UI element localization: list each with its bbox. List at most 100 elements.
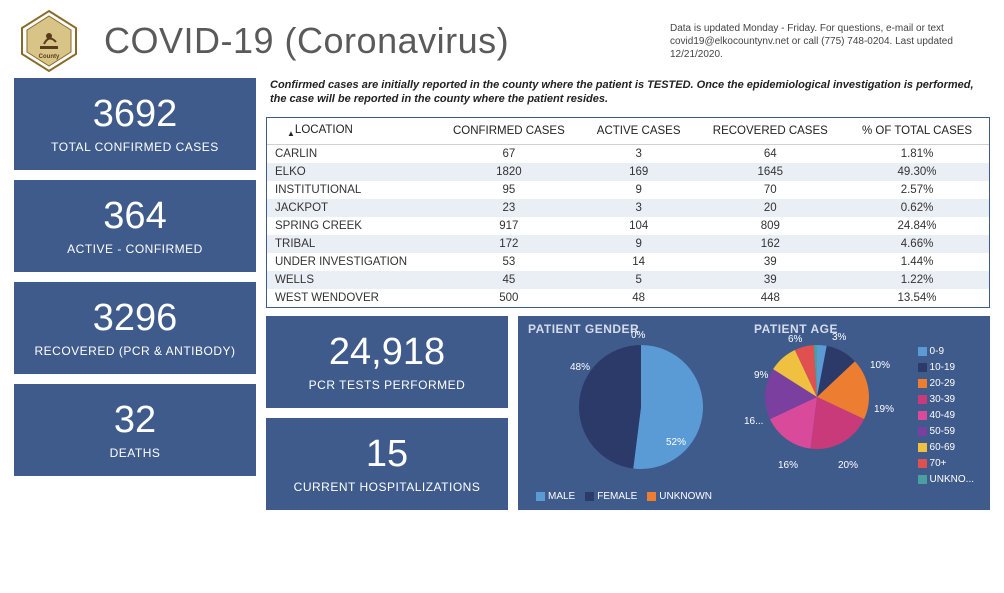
age-legend: 0-910-1920-2930-3940-4950-5960-6970+UNKN… — [918, 344, 974, 488]
legend-item: 60-69 — [918, 440, 974, 456]
stat-label: PCR TESTS PERFORMED — [274, 378, 500, 392]
card-hospitalizations: 15 CURRENT HOSPITALIZATIONS — [266, 418, 508, 510]
table-cell: JACKPOT — [267, 199, 436, 217]
table-cell: 448 — [696, 289, 846, 307]
table-cell: 9 — [582, 181, 696, 199]
mid-cards: 24,918 PCR TESTS PERFORMED 15 CURRENT HO… — [266, 316, 508, 510]
disclaimer: Confirmed cases are initially reported i… — [266, 78, 990, 109]
left-column: 3692 TOTAL CONFIRMED CASES 364 ACTIVE - … — [14, 78, 256, 510]
right-column: Confirmed cases are initially reported i… — [266, 78, 990, 510]
pie-slice — [633, 345, 703, 469]
legend-item: UNKNO... — [918, 472, 974, 488]
table-header[interactable]: CONFIRMED CASES — [436, 118, 582, 145]
table-cell: 39 — [696, 253, 846, 271]
table-cell: 1645 — [696, 163, 846, 181]
pie-pct-label: 16... — [744, 416, 763, 427]
table-header[interactable]: RECOVERED CASES — [696, 118, 846, 145]
card-active: 364 ACTIVE - CONFIRMED — [14, 180, 256, 272]
table-cell: TRIBAL — [267, 235, 436, 253]
pie-pct-label: 3% — [832, 332, 846, 343]
table-row: SPRING CREEK91710480924.84% — [267, 217, 989, 235]
table-cell: 70 — [696, 181, 846, 199]
table-cell: 95 — [436, 181, 582, 199]
table-row: WELLS455391.22% — [267, 271, 989, 289]
table-cell: 172 — [436, 235, 582, 253]
table-cell: 917 — [436, 217, 582, 235]
pie-pct-label: 19% — [874, 404, 894, 415]
card-tests: 24,918 PCR TESTS PERFORMED — [266, 316, 508, 408]
table-cell: 9 — [582, 235, 696, 253]
stat-label: RECOVERED (PCR & ANTIBODY) — [22, 344, 248, 358]
table-cell: 14 — [582, 253, 696, 271]
table-cell: INSTITUTIONAL — [267, 181, 436, 199]
stat-label: ACTIVE - CONFIRMED — [22, 242, 248, 256]
table-cell: UNDER INVESTIGATION — [267, 253, 436, 271]
bottom-row: 24,918 PCR TESTS PERFORMED 15 CURRENT HO… — [266, 316, 990, 510]
age-chart: PATIENT AGE 3%10%19%20%16%16...9%6% 0-91… — [754, 322, 980, 506]
main: 3692 TOTAL CONFIRMED CASES 364 ACTIVE - … — [0, 78, 1004, 520]
table-cell: 48 — [582, 289, 696, 307]
table-cell: 169 — [582, 163, 696, 181]
legend-item: 50-59 — [918, 424, 974, 440]
table-row: TRIBAL17291624.66% — [267, 235, 989, 253]
pie-pct-label: 10% — [870, 360, 890, 371]
legend-item: MALE — [536, 491, 575, 502]
pie-pct-label: 52% — [666, 437, 686, 448]
legend-item: 20-29 — [918, 376, 974, 392]
table-cell: 1.81% — [845, 144, 989, 163]
table-cell: 1820 — [436, 163, 582, 181]
table-cell: 53 — [436, 253, 582, 271]
legend-item: 10-19 — [918, 360, 974, 376]
card-total-confirmed: 3692 TOTAL CONFIRMED CASES — [14, 78, 256, 170]
pie-pct-label: 20% — [838, 460, 858, 471]
table-cell: 0.62% — [845, 199, 989, 217]
table-row: INSTITUTIONAL959702.57% — [267, 181, 989, 199]
table-header[interactable]: % OF TOTAL CASES — [845, 118, 989, 145]
table-cell: 20 — [696, 199, 846, 217]
stat-value: 3296 — [22, 298, 248, 340]
header: County COVID-19 (Coronavirus) Data is up… — [0, 0, 1004, 78]
table-cell: 67 — [436, 144, 582, 163]
legend-item: 30-39 — [918, 392, 974, 408]
table-cell: 23 — [436, 199, 582, 217]
table-cell: CARLIN — [267, 144, 436, 163]
table-cell: 24.84% — [845, 217, 989, 235]
stat-value: 3692 — [22, 94, 248, 136]
page-title: COVID-19 (Coronavirus) — [104, 20, 509, 62]
gender-legend: MALEFEMALEUNKNOWN — [536, 491, 712, 502]
update-note: Data is updated Monday - Friday. For que… — [670, 22, 990, 61]
card-deaths: 32 DEATHS — [14, 384, 256, 476]
stat-label: DEATHS — [22, 446, 248, 460]
table-row: CARLIN673641.81% — [267, 144, 989, 163]
table-cell: 104 — [582, 217, 696, 235]
pie-pct-label: 16% — [778, 460, 798, 471]
legend-item: 70+ — [918, 456, 974, 472]
table-cell: 64 — [696, 144, 846, 163]
legend-item: UNKNOWN — [647, 491, 712, 502]
table-cell: 4.66% — [845, 235, 989, 253]
table-cell: 49.30% — [845, 163, 989, 181]
table-cell: ELKO — [267, 163, 436, 181]
cases-table: ▲LOCATIONCONFIRMED CASESACTIVE CASESRECO… — [266, 117, 990, 308]
charts-panel: PATIENT GENDER 52%48%0% MALEFEMALEUNKNOW… — [518, 316, 990, 510]
pie-pct-label: 48% — [570, 362, 590, 373]
stat-label: CURRENT HOSPITALIZATIONS — [274, 480, 500, 494]
table-cell: 1.44% — [845, 253, 989, 271]
table-header[interactable]: ▲LOCATION — [267, 118, 436, 145]
table-cell: 162 — [696, 235, 846, 253]
table-cell: WEST WENDOVER — [267, 289, 436, 307]
table-cell: 5 — [582, 271, 696, 289]
stat-value: 32 — [22, 400, 248, 442]
gender-chart: PATIENT GENDER 52%48%0% MALEFEMALEUNKNOW… — [528, 322, 754, 506]
table-cell: WELLS — [267, 271, 436, 289]
pie-pct-label: 9% — [754, 370, 768, 381]
table-cell: 13.54% — [845, 289, 989, 307]
table-header[interactable]: ACTIVE CASES — [582, 118, 696, 145]
county-logo: County — [14, 6, 84, 76]
stat-label: TOTAL CONFIRMED CASES — [22, 140, 248, 154]
card-recovered: 3296 RECOVERED (PCR & ANTIBODY) — [14, 282, 256, 374]
table-cell: 45 — [436, 271, 582, 289]
stat-value: 24,918 — [274, 332, 500, 374]
table-row: ELKO1820169164549.30% — [267, 163, 989, 181]
table-cell: 500 — [436, 289, 582, 307]
